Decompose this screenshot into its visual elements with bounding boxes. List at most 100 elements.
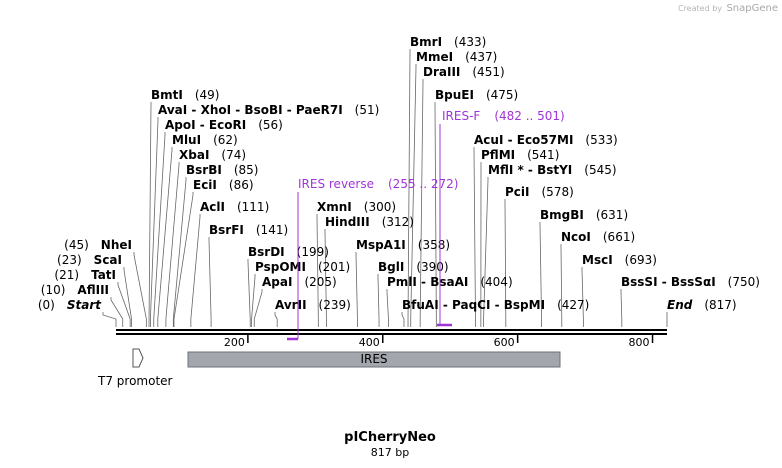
enzyme-name: BglI bbox=[378, 260, 404, 274]
enzyme-name: PflMI bbox=[481, 148, 515, 162]
enzyme-label: NcoI (661) bbox=[561, 230, 635, 244]
ruler-label: 600 bbox=[494, 336, 515, 349]
enzyme-site: (45) bbox=[64, 238, 89, 252]
ruler-label: 400 bbox=[359, 336, 380, 349]
cut-line bbox=[386, 289, 389, 327]
enzyme-site: (433) bbox=[454, 35, 486, 49]
cut-line bbox=[377, 274, 380, 327]
cut-line bbox=[153, 132, 166, 327]
enzyme-name: AclI bbox=[200, 200, 225, 214]
enzyme-site: (451) bbox=[472, 65, 504, 79]
cut-line bbox=[419, 79, 424, 327]
cut-line bbox=[401, 312, 405, 327]
enzyme-site: (199) bbox=[297, 245, 329, 259]
enzyme-label: BmrI (433) bbox=[410, 35, 486, 49]
enzyme-label: MmeI (437) bbox=[416, 50, 497, 64]
cut-line bbox=[149, 117, 159, 327]
cut-line bbox=[157, 147, 173, 327]
cut-line bbox=[110, 297, 124, 327]
enzyme-site: (358) bbox=[418, 238, 450, 252]
enzyme-site: (631) bbox=[596, 208, 628, 222]
enzyme-label: (45) NheI bbox=[64, 238, 132, 252]
enzyme-site: (111) bbox=[237, 200, 269, 214]
cut-line bbox=[539, 222, 542, 327]
primer-range: (482 .. 501) bbox=[494, 109, 564, 123]
enzyme-site: (74) bbox=[221, 148, 246, 162]
ruler-label: 200 bbox=[224, 336, 245, 349]
enzyme-label: PflMI (541) bbox=[481, 148, 559, 162]
enzyme-name: End bbox=[667, 298, 693, 312]
enzyme-name: AcuI - Eco57MI bbox=[474, 133, 573, 147]
enzyme-name: BpuEI bbox=[435, 88, 474, 102]
enzyme-label: ApaI (205) bbox=[262, 275, 337, 289]
enzyme-site: (541) bbox=[527, 148, 559, 162]
enzyme-label: BssSI - BssSαI (750) bbox=[621, 275, 760, 289]
enzyme-name: BfuAI - PaqCI - BspMI bbox=[402, 298, 545, 312]
enzyme-label: BsrDI (199) bbox=[248, 245, 329, 259]
cut-line bbox=[190, 214, 201, 327]
feature-label: IRES bbox=[360, 352, 387, 366]
enzyme-site: (56) bbox=[258, 118, 283, 132]
enzyme-name: PmlI - BsaAI bbox=[387, 275, 468, 289]
enzyme-name: BmgBI bbox=[540, 208, 584, 222]
enzyme-label: BsrFI (141) bbox=[209, 223, 288, 237]
enzyme-site: (205) bbox=[304, 275, 336, 289]
ruler-label: 800 bbox=[629, 336, 650, 349]
enzyme-name: BsrDI bbox=[248, 245, 285, 259]
enzyme-site: (312) bbox=[382, 215, 414, 229]
enzyme-name: EciI bbox=[193, 178, 217, 192]
enzyme-site: (23) bbox=[57, 253, 82, 267]
cut-line bbox=[560, 244, 563, 327]
enzyme-label: (0) Start bbox=[38, 298, 102, 312]
primer-name: IRES-F bbox=[442, 109, 480, 123]
cut-line bbox=[208, 237, 212, 327]
enzyme-name: BsrFI bbox=[209, 223, 244, 237]
enzyme-label: PciI (578) bbox=[505, 185, 574, 199]
cut-line bbox=[173, 192, 194, 327]
cut-line bbox=[247, 259, 251, 327]
cut-line bbox=[410, 64, 417, 327]
cut-line bbox=[581, 267, 584, 327]
enzyme-label: AcuI - Eco57MI (533) bbox=[474, 133, 618, 147]
enzyme-label: BfuAI - PaqCI - BspMI (427) bbox=[402, 298, 589, 312]
enzyme-label: PspOMI (201) bbox=[255, 260, 350, 274]
enzyme-name: Start bbox=[67, 298, 102, 312]
enzyme-label: XmnI (300) bbox=[317, 200, 396, 214]
enzyme-site: (86) bbox=[229, 178, 254, 192]
enzyme-label: AvaI - XhoI - BsoBI - PaeR7I (51) bbox=[158, 103, 379, 117]
enzyme-name: ApoI - EcoRI bbox=[165, 118, 246, 132]
enzyme-site: (750) bbox=[728, 275, 760, 289]
credit-prefix: Created by bbox=[678, 4, 722, 13]
enzyme-name: PciI bbox=[505, 185, 530, 199]
enzyme-name: NheI bbox=[101, 238, 132, 252]
primer-name: IRES reverse bbox=[298, 177, 374, 191]
enzyme-label: ApoI - EcoRI (56) bbox=[165, 118, 283, 132]
enzyme-site: (49) bbox=[195, 88, 220, 102]
cut-line bbox=[148, 102, 152, 327]
title: pICherryNeo bbox=[344, 430, 436, 445]
enzyme-site: (51) bbox=[355, 103, 380, 117]
enzyme-name: MscI bbox=[582, 253, 613, 267]
enzyme-name: MspA1I bbox=[356, 238, 406, 252]
primer-label: IRES reverse (255 .. 272) bbox=[298, 177, 458, 191]
cut-line bbox=[473, 147, 476, 327]
enzyme-label: End (817) bbox=[667, 298, 737, 312]
enzyme-name: BssSI - BssSαI bbox=[621, 275, 716, 289]
enzyme-name: AflIII bbox=[77, 283, 109, 297]
enzyme-name: XmnI bbox=[317, 200, 352, 214]
enzyme-name: BsrBI bbox=[186, 163, 222, 177]
enzyme-name: TatI bbox=[91, 268, 116, 282]
enzyme-label: MflI * - BstYI (545) bbox=[488, 163, 617, 177]
enzyme-site: (141) bbox=[256, 223, 288, 237]
feature-label: T7 promoter bbox=[97, 374, 173, 388]
enzyme-name: DraIII bbox=[423, 65, 460, 79]
enzyme-name: ScaI bbox=[94, 253, 122, 267]
enzyme-site: (404) bbox=[480, 275, 512, 289]
enzyme-site: (390) bbox=[416, 260, 448, 274]
cut-line bbox=[274, 312, 278, 327]
enzyme-site: (201) bbox=[318, 260, 350, 274]
enzyme-site: (85) bbox=[234, 163, 259, 177]
cut-line bbox=[483, 177, 489, 327]
cut-line bbox=[355, 252, 358, 327]
